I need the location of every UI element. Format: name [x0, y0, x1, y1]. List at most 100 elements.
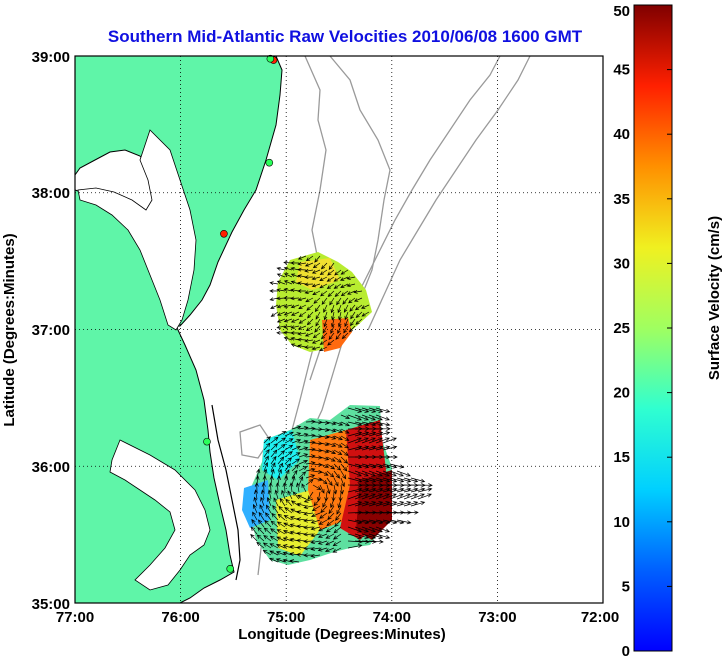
velocity-arrow [298, 466, 308, 472]
velocity-arrow [375, 463, 391, 469]
colorbar-tick-label: 35 [613, 191, 630, 208]
velocity-arrow [254, 489, 259, 500]
map-title: Southern Mid-Atlantic Raw Velocities 201… [108, 27, 583, 46]
velocity-arrow [361, 311, 370, 317]
x-axis: 77:00 76:00 75:00 74:00 73:00 72:00 Long… [56, 609, 619, 643]
velocity-arrow [252, 511, 258, 521]
velocity-arrow [283, 266, 293, 271]
velocity-arrow [291, 425, 302, 430]
velocity-vectors [250, 255, 433, 564]
velocity-arrow [305, 255, 314, 262]
velocity-arrow [269, 543, 279, 549]
velocity-arrow [396, 501, 412, 507]
velocity-arrow [326, 435, 337, 440]
velocity-arrow [354, 407, 370, 413]
velocity-arrow [252, 503, 258, 514]
velocity-arrow [313, 297, 321, 304]
velocity-arrow [250, 526, 258, 535]
velocity-arrow [305, 454, 316, 459]
velocity-arrow [368, 539, 384, 544]
velocity-arrow [375, 493, 390, 500]
velocity-arrow [337, 318, 342, 328]
velocity-arrow [291, 458, 301, 465]
velocity-arrow [262, 542, 272, 549]
velocity-arrow [347, 501, 363, 507]
colorbar-tick-label: 15 [613, 449, 630, 466]
velocity-arrow [311, 276, 321, 281]
velocity-arrow [403, 487, 419, 493]
velocity-arrow [256, 541, 265, 549]
velocity-arrow [290, 273, 300, 278]
velocity-arrow [368, 470, 383, 477]
velocity-arrow [389, 501, 405, 507]
velocity-arrow [340, 456, 349, 464]
velocity-arrow [276, 529, 286, 535]
velocity-arrow [361, 526, 376, 533]
radar-station-marker [226, 565, 235, 573]
velocity-arrow [354, 445, 370, 451]
velocity-arrow [310, 519, 321, 524]
velocity-arrow [368, 421, 384, 427]
velocity-arrow [333, 435, 343, 441]
colorbar-tick-label: 30 [613, 255, 630, 272]
velocity-arrow [269, 289, 279, 293]
velocity-arrow [361, 493, 376, 500]
velocity-arrow [340, 442, 350, 449]
velocity-arrow [347, 526, 362, 533]
velocity-arrow [283, 273, 293, 278]
velocity-arrow [355, 318, 363, 325]
velocity-patch-south-darkred [356, 470, 392, 540]
velocity-arrow [297, 274, 307, 278]
velocity-arrow [342, 297, 349, 305]
velocity-arrow [260, 489, 265, 500]
velocity-arrow [269, 281, 279, 285]
velocity-arrow [319, 339, 328, 345]
velocity-arrow [354, 437, 369, 444]
velocity-arrow [368, 437, 383, 444]
velocity-arrow [354, 493, 369, 500]
velocity-arrow [329, 297, 335, 306]
colorbar-tick-label: 10 [613, 514, 630, 531]
velocity-arrow [361, 470, 376, 477]
velocity-arrow [298, 476, 304, 486]
velocity-arrow [291, 432, 302, 437]
y-tick-label: 39:00 [32, 49, 70, 66]
velocity-arrow [319, 484, 325, 494]
velocity-arrow [375, 426, 391, 431]
velocity-arrow [298, 453, 309, 458]
velocity-arrow [375, 431, 391, 437]
velocity-arrow [298, 432, 309, 437]
velocity-arrow [323, 304, 328, 313]
velocity-arrow [383, 454, 398, 460]
velocity-arrow [417, 483, 433, 488]
velocity-arrow [333, 463, 342, 471]
velocity-arrow [290, 280, 300, 285]
velocity-arrow [266, 496, 272, 507]
velocity-arrow [303, 518, 314, 523]
colorbar-gradient [633, 4, 673, 652]
velocity-arrow [410, 501, 426, 507]
velocity-arrow [304, 338, 314, 343]
velocity-arrow [326, 456, 336, 462]
velocity-arrow [275, 551, 286, 556]
map-grid [75, 56, 603, 603]
velocity-arrow [290, 311, 300, 316]
velocity-arrow [319, 420, 330, 425]
velocity-arrow [276, 288, 286, 292]
colorbar-tick-label: 25 [613, 320, 630, 337]
velocity-arrow [267, 489, 272, 500]
velocity-arrow [382, 470, 397, 477]
colorbar-tick-label: 40 [613, 126, 630, 143]
velocity-arrow [350, 311, 356, 320]
velocity-arrow [361, 533, 377, 539]
velocity-arrow [270, 436, 279, 444]
velocity-arrow [298, 446, 309, 451]
velocity-arrow [297, 344, 307, 348]
velocity-arrow [382, 501, 398, 507]
velocity-arrow [270, 462, 276, 472]
velocity-arrow [319, 346, 328, 351]
velocity-arrow [326, 276, 335, 282]
velocity-arrow [277, 462, 284, 472]
velocity-arrow [290, 343, 300, 348]
velocity-arrow [305, 426, 316, 431]
